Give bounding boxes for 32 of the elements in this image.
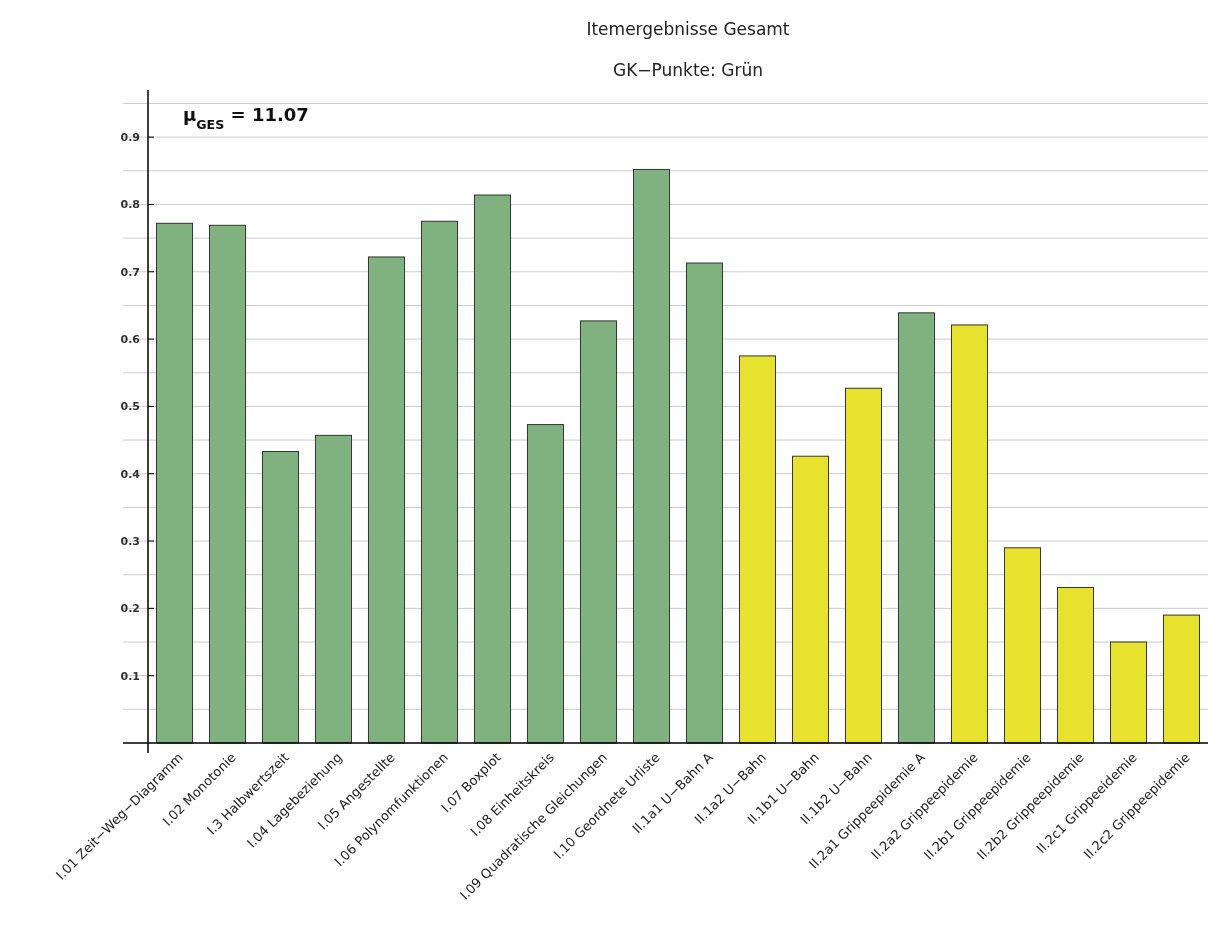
bar [1162,614,1201,744]
bar [473,194,512,744]
bar [261,451,300,744]
y-tick-label: 0.9 [120,130,140,144]
y-tick-label: 0.3 [120,534,140,548]
bar [897,312,936,744]
bar [950,324,989,744]
bar [1003,547,1042,744]
bar [526,424,565,744]
bar [579,320,618,744]
y-tick-label: 0.7 [120,265,140,279]
y-tick-label: 0.1 [120,669,140,683]
bar [844,387,883,744]
bar [367,256,406,744]
bar [155,222,194,744]
y-tick-label: 0.4 [120,467,141,481]
bar [420,220,459,744]
annotation: μ$_{GES}$ = 11.07 [183,104,309,132]
bar [738,355,777,744]
bar [314,434,353,744]
chart-subtitle: GK−Punkte: Grün [613,60,763,80]
chart-title: Itemergebnisse Gesamt [586,19,790,39]
bar [208,224,247,744]
y-tick-label: 0.8 [120,198,140,212]
bar [791,455,830,744]
y-tick-label: 0.6 [120,332,141,346]
y-tick-label: 0.2 [120,602,140,616]
y-tick-label: 0.5 [120,400,140,414]
bar [1056,586,1095,744]
bar [632,168,671,744]
bar [685,262,724,744]
bar [1109,641,1148,744]
